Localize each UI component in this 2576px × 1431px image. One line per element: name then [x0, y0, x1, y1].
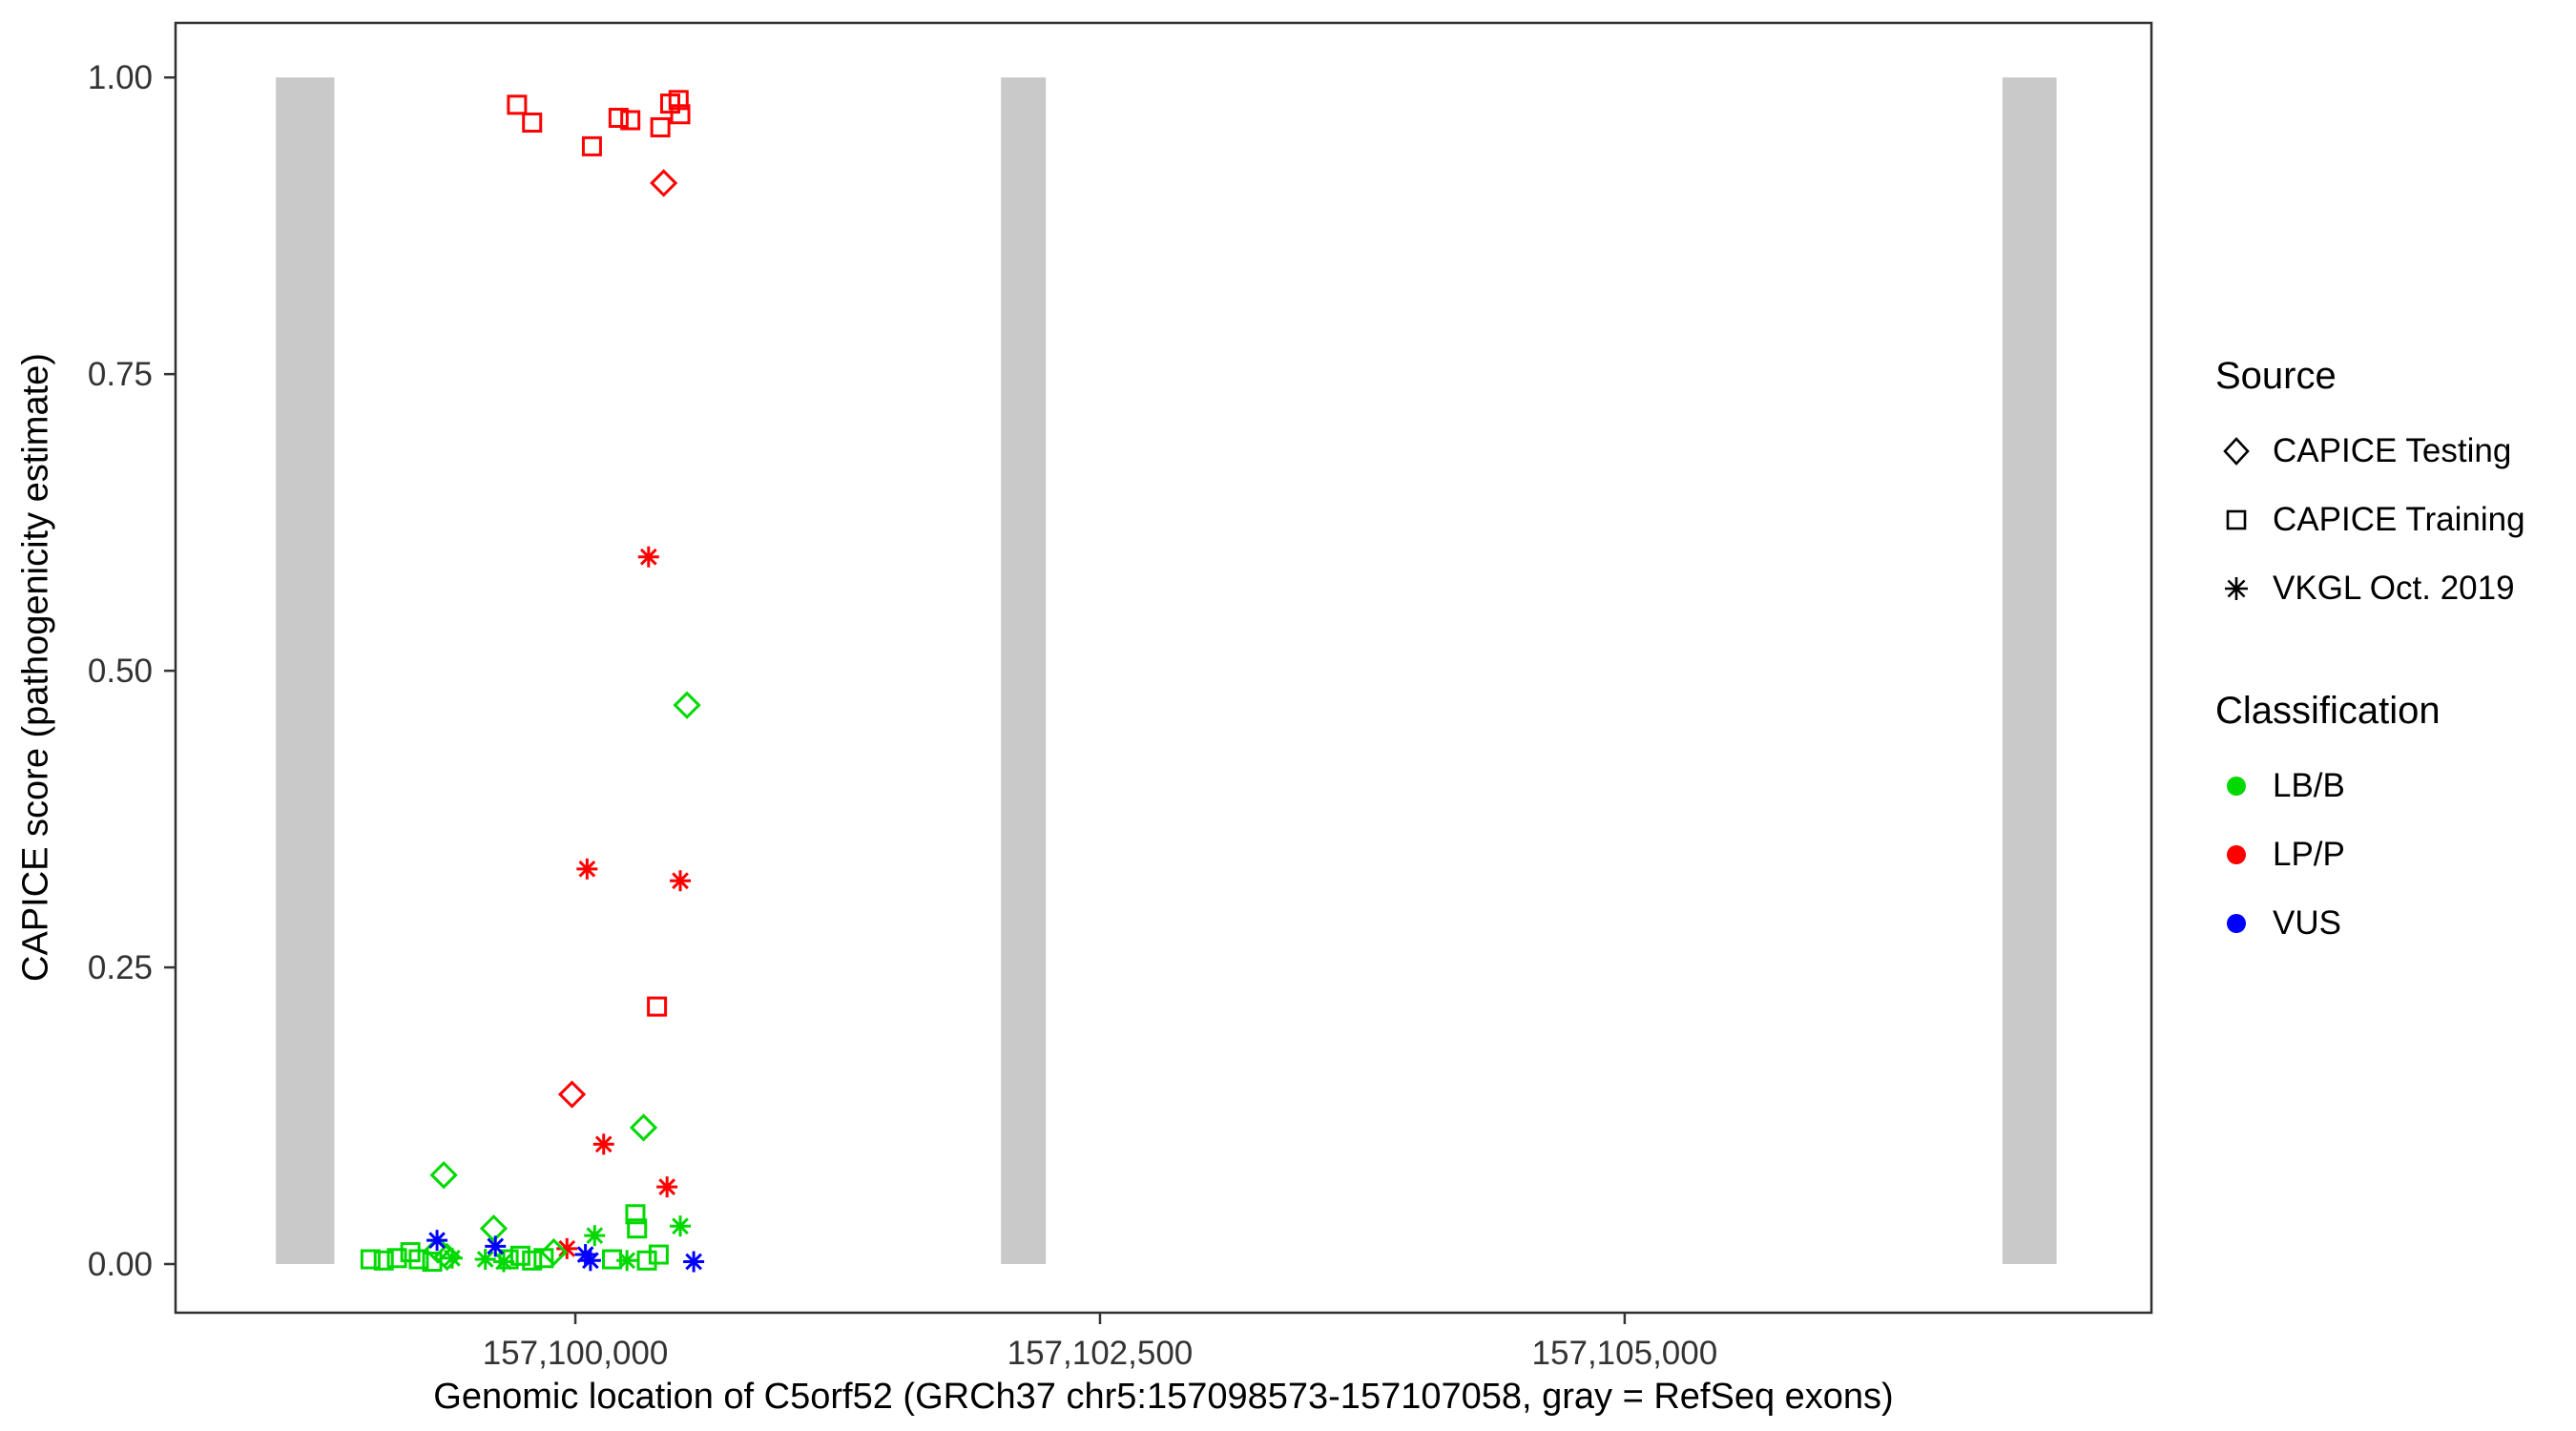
- data-point: [668, 90, 689, 111]
- vus-dot-icon: [2215, 902, 2257, 944]
- lbb-dot-icon: [2215, 765, 2257, 807]
- x-tick-label: 157,100,000: [483, 1335, 669, 1372]
- data-point: [670, 870, 692, 892]
- data-point: [386, 1248, 407, 1269]
- data-point: [408, 1249, 429, 1270]
- data-point: [581, 135, 602, 156]
- data-point: [608, 108, 629, 129]
- data-point: [509, 1245, 530, 1266]
- lpp-dot-icon: [2215, 834, 2257, 876]
- data-point: [426, 1230, 448, 1252]
- data-point: [507, 94, 528, 115]
- y-axis-title: CAPICE score (pathogenicity estimate): [15, 353, 56, 983]
- exon-bar: [1001, 77, 1047, 1265]
- data-point: [592, 1133, 614, 1155]
- data-point: [485, 1235, 507, 1257]
- legend-item-capice-testing: CAPICE Testing: [2215, 425, 2525, 478]
- data-point: [556, 1237, 578, 1259]
- x-axis-title: Genomic location of C5orf52 (GRCh37 chr5…: [433, 1377, 1894, 1417]
- legend: Source CAPICE Testing CAPICE Training: [2215, 355, 2525, 965]
- legend-classification-block: Classification LB/B LP/P VUS: [2215, 690, 2525, 950]
- data-point: [373, 1250, 394, 1271]
- data-point: [579, 1250, 601, 1272]
- legend-source-title: Source: [2215, 355, 2337, 397]
- legend-item-label: LP/P: [2273, 836, 2345, 873]
- data-point: [648, 1244, 669, 1265]
- asterisk-icon: [2215, 568, 2257, 610]
- legend-item-label: CAPICE Training: [2273, 501, 2525, 538]
- data-point: [429, 1161, 458, 1190]
- legend-item-capice-training: CAPICE Training: [2215, 493, 2525, 547]
- data-point: [629, 1113, 658, 1142]
- square-icon: [2215, 499, 2257, 541]
- data-point: [493, 1251, 515, 1273]
- legend-classification-title: Classification: [2215, 690, 2441, 732]
- data-point: [627, 1218, 648, 1239]
- data-point: [474, 1249, 496, 1271]
- legend-item-label: VUS: [2273, 904, 2341, 942]
- data-point: [637, 546, 659, 568]
- data-point: [522, 112, 543, 133]
- data-point: [576, 858, 598, 880]
- x-tick-label: 157,102,500: [1008, 1335, 1194, 1372]
- exon-bar: [2002, 77, 2057, 1265]
- data-point: [533, 1248, 554, 1269]
- y-tick-label: 1.00: [88, 59, 153, 96]
- data-point: [625, 1204, 646, 1225]
- legend-item-label: VKGL Oct. 2019: [2273, 570, 2515, 607]
- data-point: [584, 1225, 606, 1247]
- data-point: [620, 110, 641, 131]
- data-point: [636, 1250, 657, 1271]
- data-point: [650, 169, 678, 197]
- data-point: [673, 691, 701, 719]
- data-point: [360, 1249, 381, 1270]
- y-tick-label: 0.25: [88, 949, 153, 986]
- diamond-icon: [2215, 430, 2257, 472]
- data-point: [650, 116, 671, 137]
- y-tick-label: 0.75: [88, 356, 153, 393]
- legend-item-label: CAPICE Testing: [2273, 432, 2512, 469]
- data-point: [683, 1251, 705, 1273]
- y-tick-label: 0.50: [88, 653, 153, 690]
- legend-item-label: LB/B: [2273, 767, 2345, 804]
- data-point: [422, 1252, 443, 1273]
- data-point: [557, 1080, 587, 1109]
- x-tick-label: 157,105,000: [1532, 1335, 1718, 1372]
- legend-item-vkgl: VKGL Oct. 2019: [2215, 562, 2525, 615]
- legend-item-lpp: LP/P: [2215, 828, 2525, 881]
- legend-item-vus: VUS: [2215, 897, 2525, 950]
- data-point: [656, 1176, 678, 1198]
- exon-bar: [276, 77, 335, 1265]
- panel-border: [174, 21, 2153, 1315]
- data-point: [670, 104, 691, 125]
- data-point: [616, 1250, 638, 1272]
- data-point: [647, 996, 668, 1017]
- legend-source-block: Source CAPICE Testing CAPICE Training: [2215, 355, 2525, 615]
- legend-item-lbb: LB/B: [2215, 759, 2525, 813]
- data-point: [479, 1214, 509, 1243]
- data-point: [441, 1247, 463, 1269]
- y-tick-label: 0.00: [88, 1246, 153, 1283]
- data-point: [670, 1215, 692, 1237]
- data-point: [522, 1250, 543, 1271]
